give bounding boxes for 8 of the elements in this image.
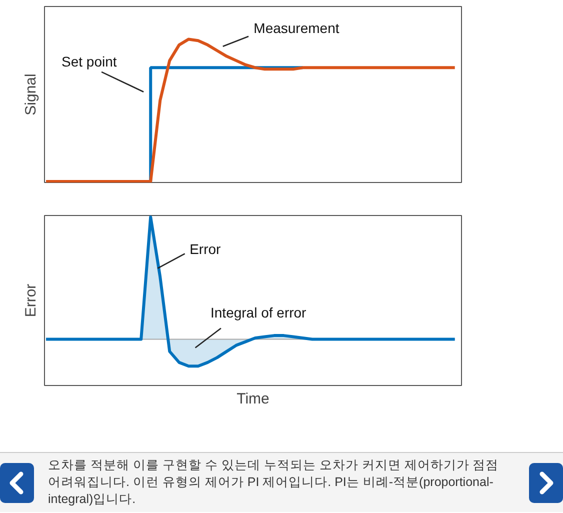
y-axis-title: Signal bbox=[22, 74, 40, 116]
text: Measurement bbox=[254, 20, 340, 36]
x-axis-title: Time bbox=[236, 390, 270, 408]
text: Error bbox=[190, 240, 222, 257]
y-axis-title: Error bbox=[22, 284, 40, 318]
text: Set point bbox=[62, 53, 117, 70]
annotation: Integral of error bbox=[210, 304, 307, 320]
text: 오차를 적분해 이를 구현할 수 있는데 누적되는 오차가 커지면 제어하기가 점점 어려워집니다. 이런 유형의 제어가 PI 제어입니다. PI는 비례-적분(proportional-integral)입니다. bbox=[47, 457, 500, 508]
